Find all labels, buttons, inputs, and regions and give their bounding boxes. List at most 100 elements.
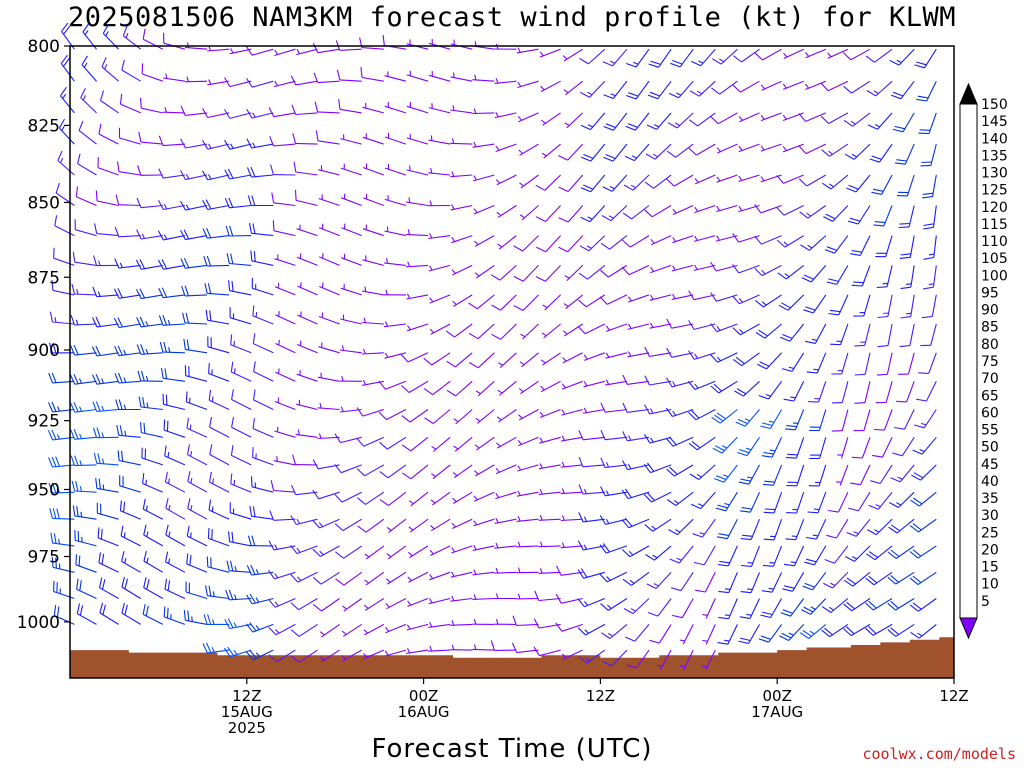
wind-barb <box>406 229 429 237</box>
wind-barb <box>867 518 893 536</box>
wind-barb <box>494 77 517 84</box>
wind-barb <box>716 518 738 540</box>
wind-barb <box>799 623 827 639</box>
wind-barb <box>538 568 561 574</box>
wind-barb <box>580 174 606 193</box>
x-axis-label: Forecast Time (UTC) <box>371 734 653 764</box>
wind-barb <box>385 623 407 634</box>
wind-barb <box>450 204 473 211</box>
wind-barb <box>785 437 805 459</box>
wind-barb <box>428 233 451 240</box>
wind-barb <box>494 517 517 524</box>
wind-barb <box>628 294 650 303</box>
wind-barb <box>296 253 318 266</box>
wind-barb <box>702 624 716 645</box>
wind-barb <box>805 48 827 59</box>
wind-barb <box>625 112 650 131</box>
wind-barb <box>164 445 186 466</box>
wind-barb <box>452 294 473 307</box>
wind-barb <box>446 380 473 397</box>
wind-barb <box>918 352 937 374</box>
wind-barb <box>687 380 716 391</box>
wind-barb <box>624 143 650 162</box>
wind-barb <box>562 649 583 660</box>
wind-barb <box>516 541 539 548</box>
wind-barb <box>474 436 495 451</box>
wind-barb <box>563 80 584 96</box>
colorbar-label: 55 <box>981 423 999 439</box>
wind-barb <box>560 435 583 442</box>
wind-barb <box>364 545 385 560</box>
wind-barb <box>163 419 186 438</box>
wind-barb <box>428 38 451 50</box>
wind-barb <box>600 429 627 441</box>
wind-barb <box>711 48 738 65</box>
wind-barb <box>622 205 650 220</box>
colorbar-label: 145 <box>981 114 1008 130</box>
wind-barb <box>580 143 606 162</box>
wind-barb <box>776 174 804 184</box>
wind-barb <box>626 48 650 68</box>
wind-barb <box>758 624 783 643</box>
wind-barb <box>715 491 738 512</box>
wind-barb <box>578 456 605 468</box>
wind-barb <box>564 265 584 281</box>
wind-barb <box>340 314 362 325</box>
wind-barb <box>335 571 363 586</box>
wind-barb <box>247 535 274 547</box>
wind-barb <box>583 407 605 414</box>
wind-barb <box>473 518 495 527</box>
wind-barb <box>340 134 362 145</box>
wind-barb <box>428 200 451 207</box>
wind-barb <box>779 624 805 641</box>
wind-barb <box>898 205 915 229</box>
wind-barb <box>876 352 893 376</box>
colorbar-label: 115 <box>981 217 1008 233</box>
wind-barb <box>185 391 208 411</box>
wind-barb <box>475 409 495 424</box>
wind-barb <box>95 478 119 493</box>
wind-barb <box>889 48 915 66</box>
credit-link[interactable]: coolwx.com/models <box>862 745 1016 763</box>
wind-barb <box>666 464 694 477</box>
wind-barb <box>209 444 230 466</box>
wind-barb <box>386 571 407 585</box>
wind-barb <box>843 598 871 612</box>
wind-barb <box>668 518 694 536</box>
wind-barb <box>621 545 650 558</box>
wind-barb <box>92 286 119 298</box>
wind-barb <box>136 197 163 209</box>
wind-barb <box>319 253 340 266</box>
wind-barb <box>799 205 827 219</box>
y-tick-label: 950 <box>28 480 60 500</box>
wind-barb <box>136 288 163 300</box>
wind-barb <box>115 194 141 207</box>
wind-barb <box>850 464 871 486</box>
wind-barb <box>490 640 517 651</box>
wind-barb <box>560 542 583 549</box>
wind-barb <box>892 437 915 457</box>
wind-barb <box>70 344 97 356</box>
wind-barb <box>468 352 495 369</box>
wind-barb <box>60 54 75 82</box>
wind-barb <box>363 193 384 207</box>
wind-barb <box>401 409 429 423</box>
wind-barb <box>909 598 937 612</box>
wind-barb <box>560 515 583 522</box>
wind-barb <box>114 258 141 269</box>
wind-barb <box>116 424 141 438</box>
wind-barb <box>600 235 628 250</box>
wind-barb <box>899 323 915 348</box>
wind-barb <box>732 233 760 243</box>
wind-barb <box>269 136 296 147</box>
wind-barb <box>273 80 296 88</box>
wind-barb <box>225 225 252 237</box>
wind-barb <box>538 488 561 495</box>
wind-barb <box>274 397 296 411</box>
colorbar-label: 85 <box>981 320 999 336</box>
wind-barb <box>689 464 716 480</box>
wind-barb <box>114 345 141 357</box>
wind-barb <box>854 352 871 376</box>
wind-barb <box>185 581 208 600</box>
